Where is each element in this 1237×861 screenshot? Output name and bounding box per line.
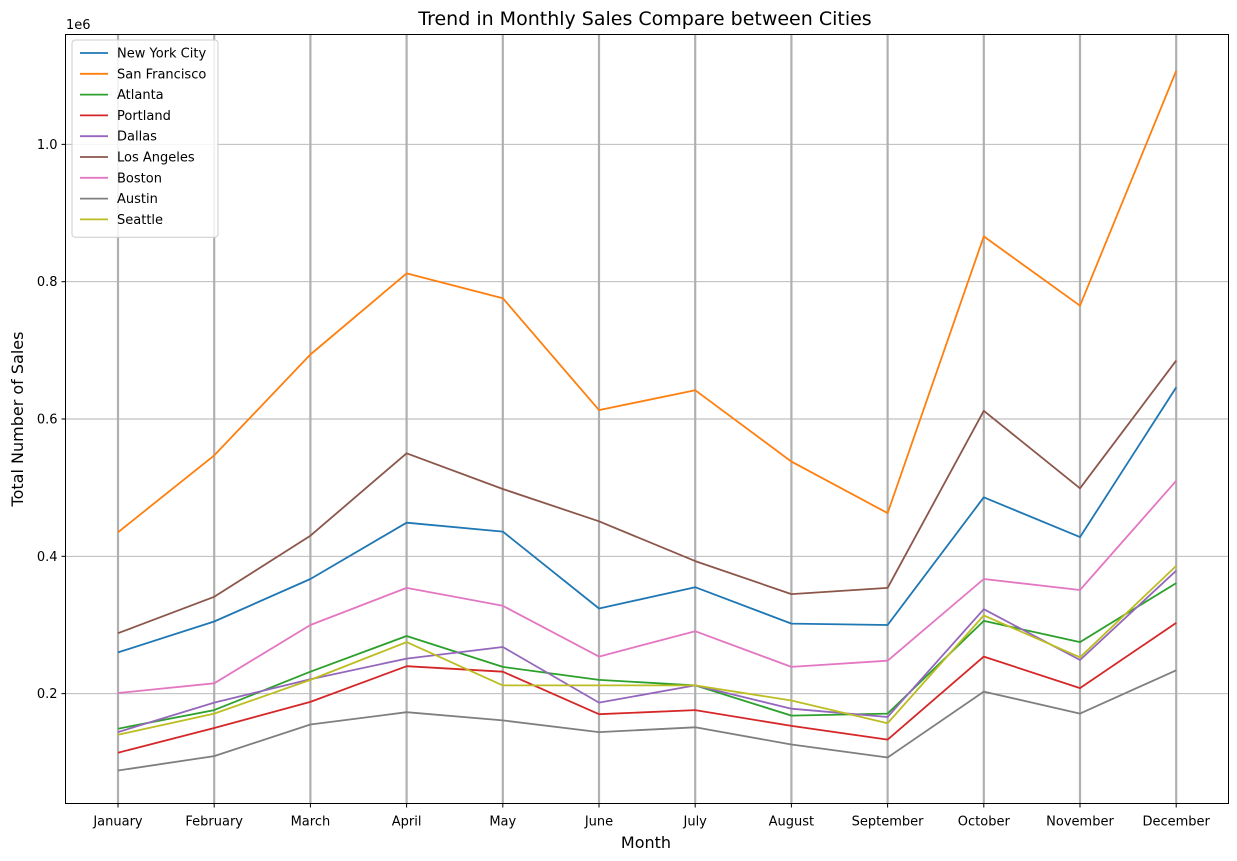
legend-label: Seattle [117,213,163,228]
x-tick-label: February [185,815,243,830]
x-axis-label: Month [621,833,671,852]
y-tick-label: 0.6 [37,413,58,428]
x-tick-label: January [92,815,143,830]
x-tick-label: October [958,815,1011,830]
series-line-seattle [117,565,1177,736]
series-line-los-angeles [117,360,1177,635]
y-tick-label: 1.0 [37,138,58,153]
grid-lines [65,34,1229,804]
y-tick-label: 0.2 [37,687,58,702]
x-tick-label: December [1142,815,1210,830]
legend-label: Dallas [117,130,157,145]
y-offset-label: 1e6 [66,18,91,33]
legend-box [71,39,219,238]
legend-label: New York City [117,47,206,62]
x-tick-label: June [584,815,613,830]
legend: New York City San Francisco Atlanta Portlan… [71,39,219,238]
y-axis-ticks: 0.2 0.4 0.6 0.8 1.0 [37,138,66,702]
series-line-portland [117,622,1177,754]
x-tick-label: November [1046,815,1114,830]
series-line-boston [117,480,1177,694]
x-tick-label: April [392,815,422,830]
legend-label: Portland [117,109,171,124]
x-tick-label: September [852,815,925,830]
x-axis-ticks: January February March April May June July Augu… [92,803,1211,830]
chart-title: Trend in Monthly Sales Compare between C… [417,8,871,30]
legend-label: Los Angeles [117,151,195,166]
legend-label: Austin [117,192,158,207]
x-tick-label: July [683,815,708,830]
series-line-san-francisco [117,70,1178,534]
series-line-atlanta [117,582,1177,730]
y-axis-label: Total Number of Sales [8,332,27,508]
x-tick-label: March [291,815,331,830]
y-tick-label: 0.8 [37,275,58,290]
series-lines [117,70,1178,772]
x-tick-label: May [489,815,516,830]
series-line-new-york-city [117,386,1177,654]
legend-label: San Francisco [117,67,206,82]
series-line-dallas [117,570,1177,733]
legend-label: Boston [117,171,162,186]
x-tick-label: August [769,815,815,830]
series-line-austin [117,669,1177,772]
legend-label: Atlanta [117,88,164,103]
y-tick-label: 0.4 [37,550,58,565]
